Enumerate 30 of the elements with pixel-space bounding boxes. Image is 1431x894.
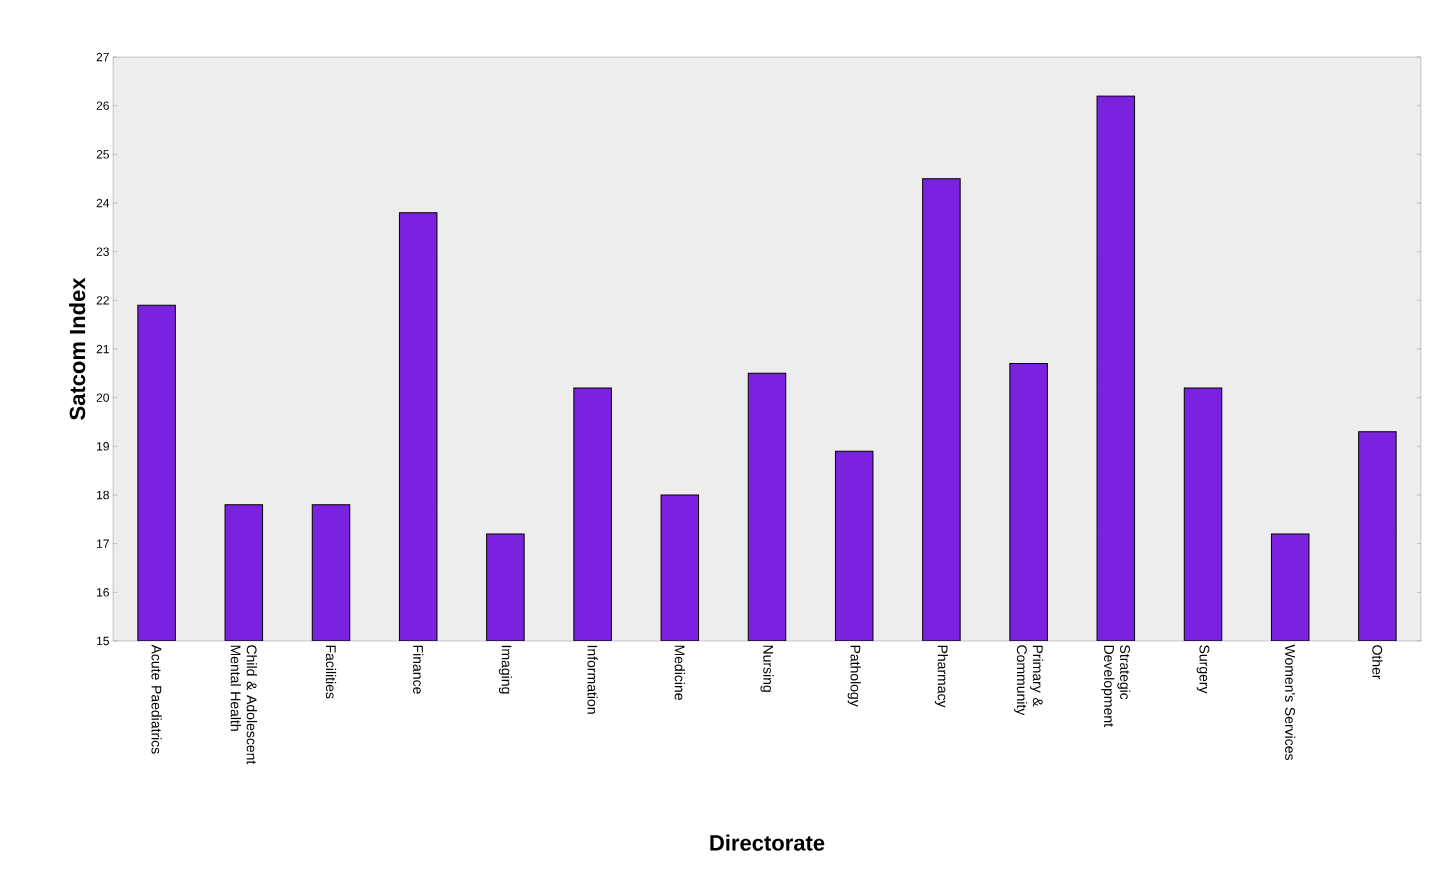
y-tick-label: 24	[96, 198, 110, 208]
y-tick-label: 21	[96, 344, 109, 354]
y-tick-label: 19	[97, 442, 109, 451]
y-axis-title: Satcom Index	[69, 277, 86, 420]
x-tick-label: Pharmacy	[934, 645, 948, 708]
x-tick-label: Surgery	[1196, 645, 1210, 694]
y-tick-label: 18	[97, 490, 109, 500]
x-tick-label: Women's Services	[1285, 644, 1296, 761]
y-tick-label: 26	[96, 101, 109, 110]
x-tick-label: Other	[1372, 645, 1383, 680]
y-tick-label: 20	[96, 393, 109, 402]
x-tick-label: Nursing	[760, 645, 774, 692]
y-tick-label: 15	[97, 636, 109, 646]
x-tick-label: Primary & Community	[1014, 645, 1044, 716]
y-tick-label: 25	[96, 150, 109, 159]
x-tick-label: Pathology	[847, 645, 861, 707]
x-tick-label: Strategic Development	[1101, 645, 1131, 727]
y-tick-label: 23	[96, 247, 109, 256]
x-tick-label: Information	[587, 645, 598, 714]
x-tick-label: Acute Paediatrics	[151, 644, 162, 754]
x-tick-label: Child & Adolescent Mental Health	[230, 645, 257, 765]
y-tick-label: 27	[96, 52, 109, 62]
x-axis-title: Directorate	[710, 834, 825, 851]
y-tick-label: 17	[97, 539, 109, 548]
x-tick-label: Facilities	[325, 645, 337, 699]
y-tick-label: 22	[96, 296, 109, 305]
x-tick-label: Imaging	[498, 645, 512, 694]
x-tick-label: Finance	[413, 645, 424, 694]
y-tick-label: 16	[97, 588, 109, 597]
x-tick-label: Medicine	[674, 645, 685, 700]
